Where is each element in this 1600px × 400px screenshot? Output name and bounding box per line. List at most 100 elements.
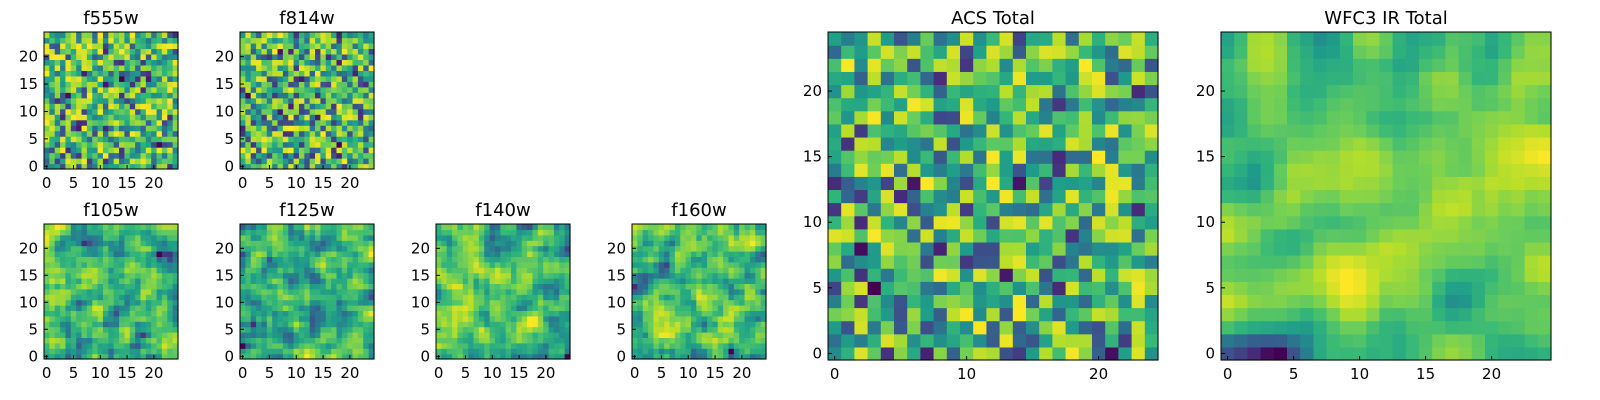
heatmap-cell bbox=[352, 92, 359, 99]
heatmap-cell bbox=[739, 348, 746, 355]
heatmap-cell bbox=[60, 70, 67, 77]
heatmap-cell bbox=[315, 305, 321, 311]
heatmap-cell bbox=[1537, 123, 1552, 138]
heatmap-cell bbox=[97, 283, 104, 290]
heatmap-cell bbox=[543, 294, 550, 301]
heatmap-cell bbox=[1511, 123, 1526, 138]
heatmap-cell bbox=[336, 130, 343, 137]
heatmap-cell bbox=[739, 337, 746, 344]
heatmap-cell bbox=[357, 288, 364, 295]
heatmap-cell bbox=[145, 163, 152, 170]
heatmap-cell bbox=[108, 37, 115, 44]
heatmap-cell bbox=[293, 152, 300, 159]
heatmap-cell bbox=[1326, 150, 1341, 164]
heatmap-cell bbox=[828, 163, 842, 177]
heatmap-cell bbox=[81, 152, 88, 159]
heatmap-cell bbox=[1144, 110, 1159, 125]
heatmap-cell bbox=[363, 75, 370, 82]
heatmap-cell bbox=[543, 229, 550, 236]
panel-title-f140w: f140w bbox=[475, 200, 530, 221]
heatmap-cell bbox=[1300, 228, 1314, 243]
heatmap-cell bbox=[145, 103, 152, 110]
heatmap-cell bbox=[632, 315, 638, 322]
heatmap-cell bbox=[336, 75, 343, 82]
heatmap-cell bbox=[564, 348, 571, 355]
heatmap-cell bbox=[1485, 346, 1499, 361]
heatmap-cell bbox=[632, 234, 638, 241]
heatmap-cell bbox=[368, 64, 375, 71]
heatmap-cell bbox=[282, 315, 289, 322]
heatmap-cell bbox=[156, 108, 163, 115]
heatmap-cell bbox=[894, 71, 908, 86]
heatmap-cell bbox=[1131, 294, 1146, 309]
heatmap-cell bbox=[151, 342, 158, 349]
heatmap-cell bbox=[352, 158, 359, 165]
heatmap-cell bbox=[167, 42, 174, 50]
heatmap-cell bbox=[441, 326, 448, 333]
heatmap-cell bbox=[452, 272, 459, 279]
heatmap-cell bbox=[1300, 294, 1314, 309]
heatmap-cell bbox=[564, 261, 571, 268]
heatmap-cell bbox=[167, 152, 174, 159]
heatmap-cell bbox=[680, 332, 687, 338]
heatmap-cell bbox=[717, 294, 724, 301]
heatmap-cell bbox=[478, 321, 485, 328]
heatmap-cell bbox=[140, 48, 147, 55]
heatmap-cell bbox=[1458, 136, 1473, 151]
heatmap-cell bbox=[304, 53, 311, 60]
heatmap-cell bbox=[933, 84, 948, 99]
heatmap-cell bbox=[707, 224, 713, 230]
heatmap-cell bbox=[867, 45, 882, 59]
heatmap-cell bbox=[1313, 189, 1328, 204]
heatmap-cell bbox=[60, 245, 67, 252]
heatmap-cell bbox=[441, 224, 448, 230]
heatmap-cell bbox=[161, 283, 168, 290]
heatmap-cell bbox=[1339, 189, 1354, 204]
heatmap-cell bbox=[1445, 228, 1460, 243]
heatmap-cell bbox=[156, 353, 163, 360]
heatmap-cell bbox=[135, 283, 142, 290]
heatmap-cell bbox=[245, 240, 252, 247]
heatmap-cell bbox=[749, 294, 756, 301]
heatmap-cell bbox=[250, 147, 257, 154]
heatmap-cell bbox=[484, 267, 491, 274]
heatmap-cell bbox=[1498, 215, 1512, 230]
heatmap-cell bbox=[368, 310, 375, 317]
heatmap-cell bbox=[151, 125, 158, 132]
heatmap-cell bbox=[156, 321, 163, 328]
heatmap-cell bbox=[44, 294, 50, 301]
heatmap-cell bbox=[293, 42, 300, 50]
heatmap-cell bbox=[548, 305, 555, 311]
heatmap-cell bbox=[973, 71, 987, 86]
heatmap-cell bbox=[473, 299, 480, 306]
heatmap-cell bbox=[108, 299, 115, 306]
heatmap-cell bbox=[1498, 228, 1512, 243]
heatmap-cell bbox=[309, 256, 316, 263]
heatmap-cell bbox=[712, 342, 719, 349]
heatmap-cell bbox=[86, 261, 93, 268]
heatmap-cell bbox=[92, 70, 99, 77]
heatmap-cell bbox=[320, 332, 327, 338]
heatmap-cell bbox=[441, 234, 448, 241]
heatmap-cell bbox=[368, 42, 375, 50]
heatmap-cell bbox=[331, 348, 338, 355]
heatmap-cell bbox=[1105, 268, 1119, 282]
heatmap-cell bbox=[65, 64, 72, 71]
heatmap-cell bbox=[1260, 150, 1275, 164]
heatmap-cell bbox=[446, 256, 453, 263]
heatmap-cell bbox=[494, 288, 501, 295]
heatmap-cell bbox=[363, 353, 370, 360]
heatmap-cell bbox=[1485, 241, 1499, 256]
heatmap-cell bbox=[867, 58, 882, 72]
heatmap-cell bbox=[113, 337, 120, 344]
heatmap-cell bbox=[145, 152, 152, 159]
heatmap-cell bbox=[1026, 163, 1040, 177]
heatmap-cell bbox=[341, 305, 348, 311]
heatmap-cell bbox=[293, 251, 300, 257]
heatmap-cell bbox=[548, 337, 555, 344]
heatmap-cell bbox=[315, 278, 321, 284]
heatmap-cell bbox=[1065, 150, 1080, 164]
heatmap-cell bbox=[97, 125, 104, 132]
heatmap-cell bbox=[648, 251, 655, 257]
heatmap-cell bbox=[553, 299, 560, 306]
